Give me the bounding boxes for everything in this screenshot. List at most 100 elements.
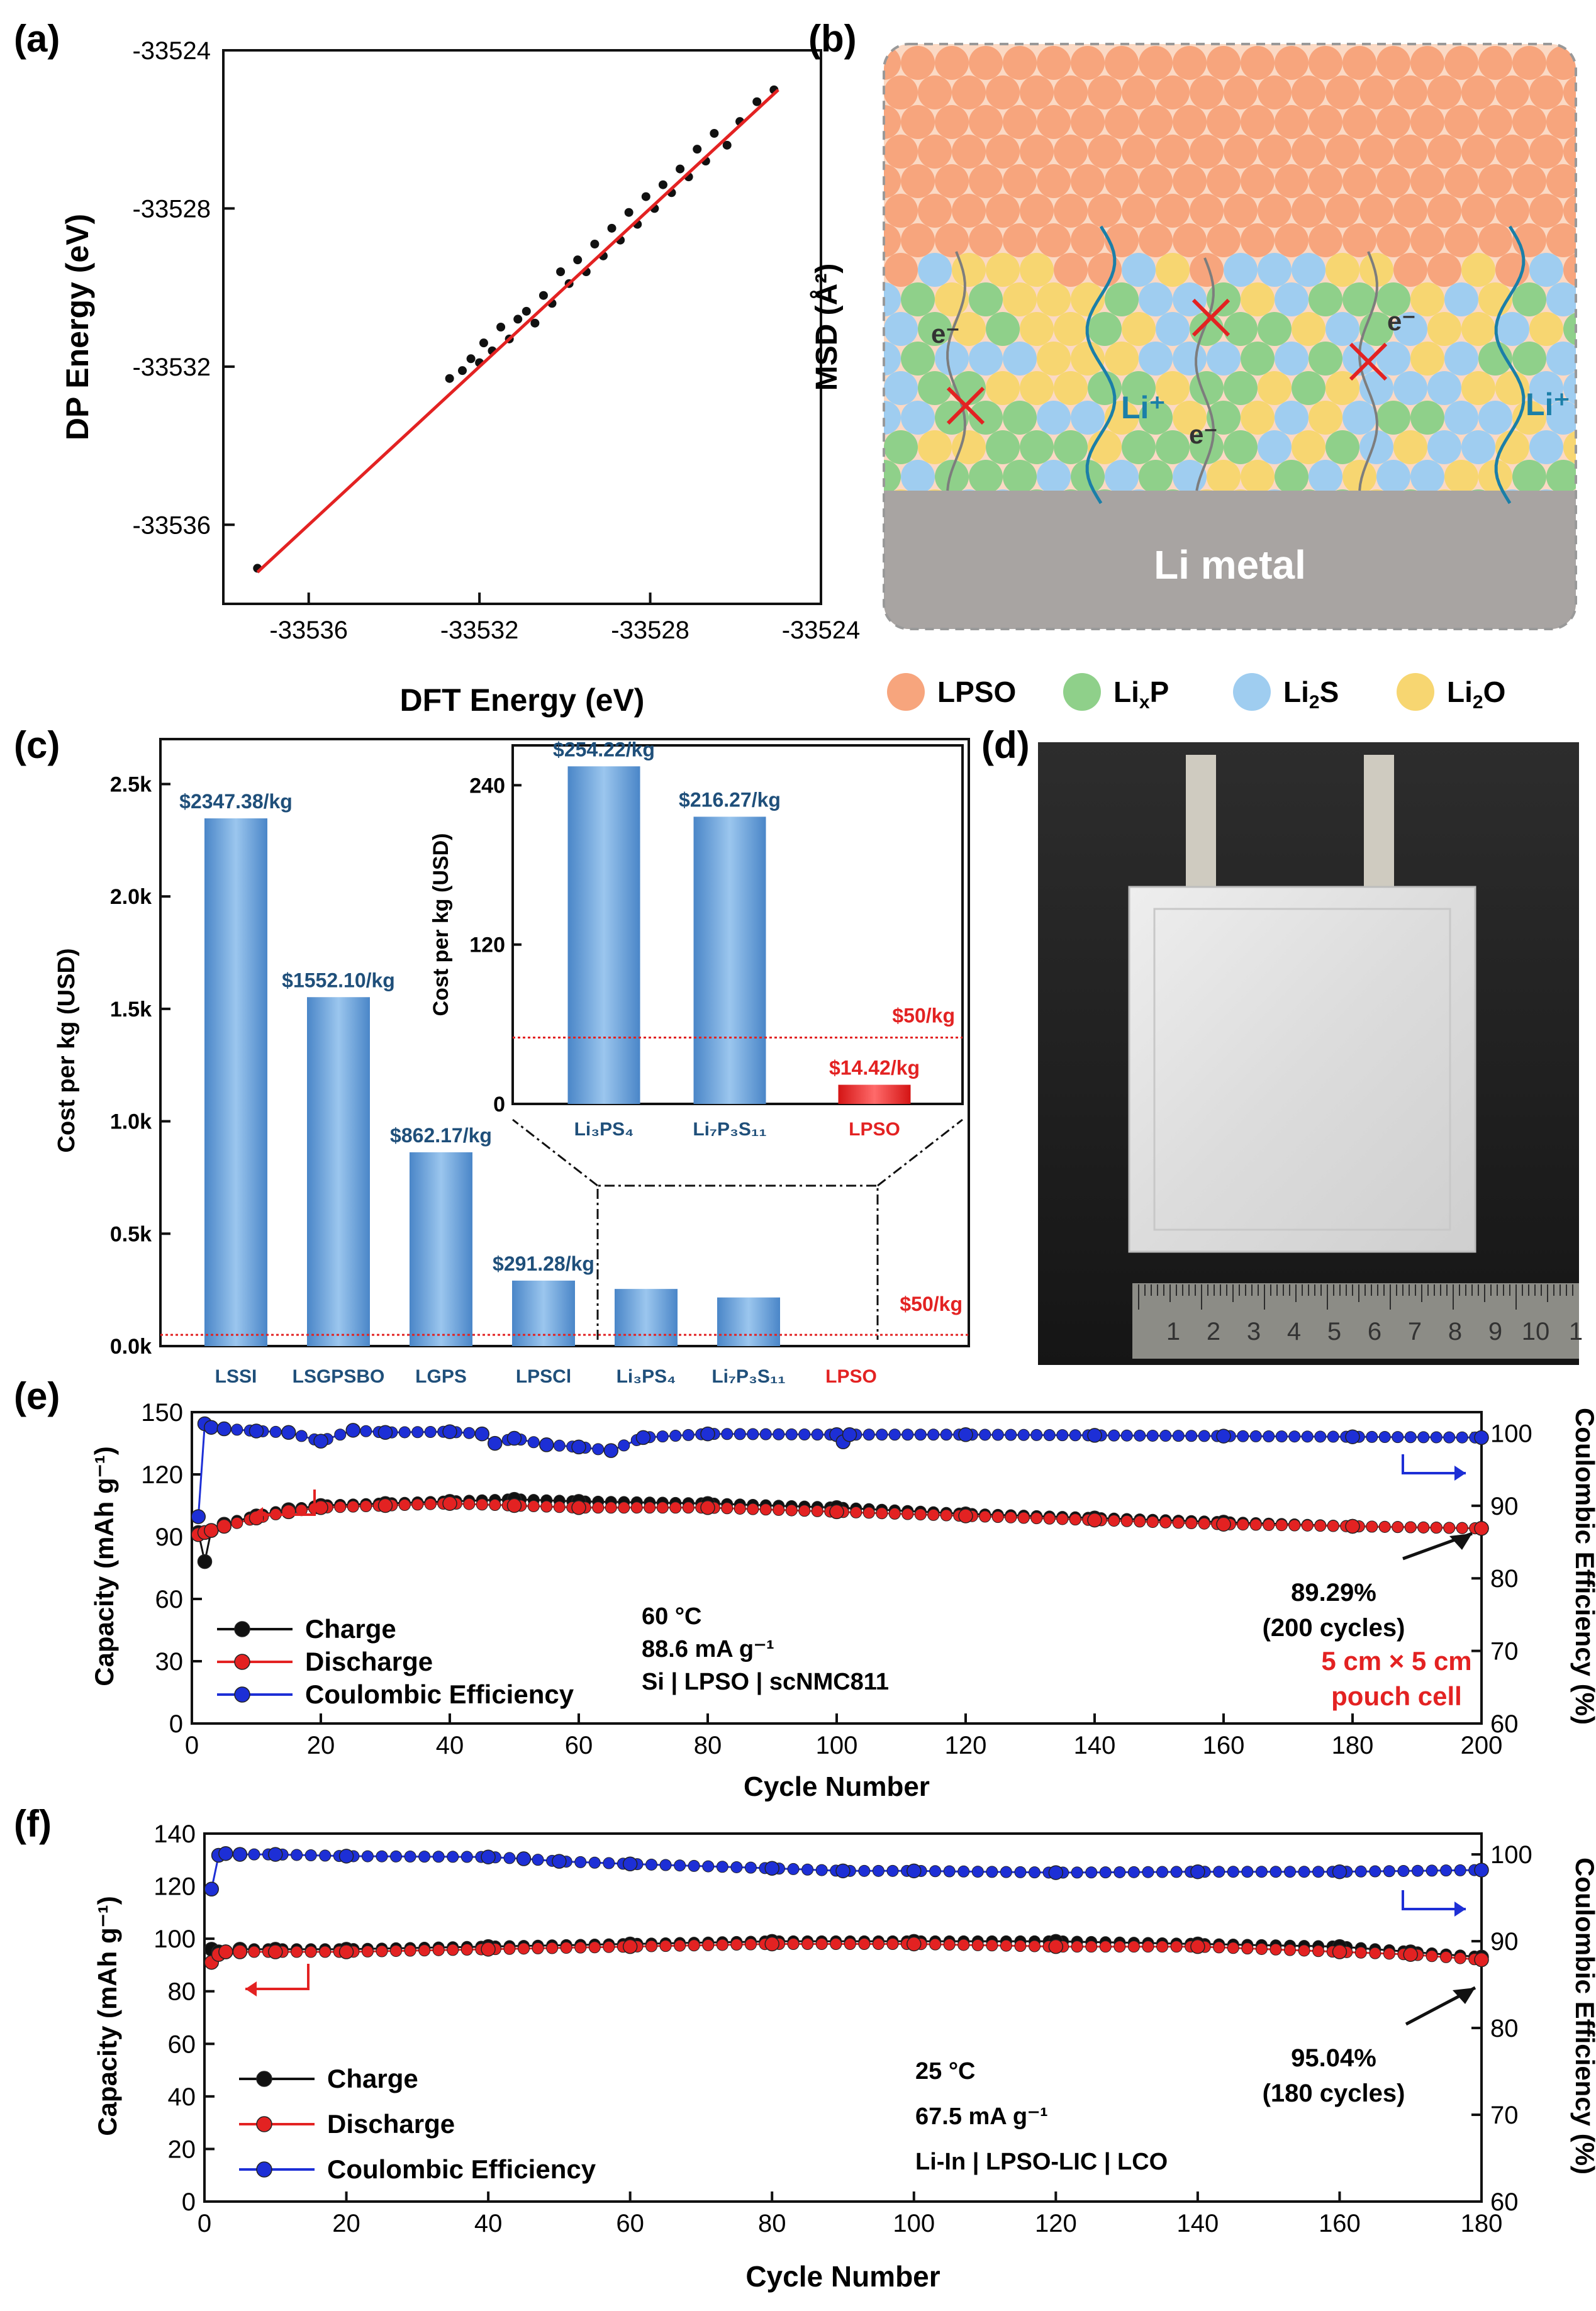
y-tick-label-c: 1.0k <box>110 1110 152 1134</box>
series-marker-coulombic-efficiency <box>1412 1864 1424 1877</box>
series-marker-coulombic-efficiency <box>811 1428 823 1441</box>
series-marker-discharge <box>1301 1519 1314 1532</box>
particle <box>1529 253 1563 287</box>
particle <box>1003 105 1037 139</box>
particle <box>1342 105 1376 139</box>
particle <box>1427 371 1461 405</box>
legend-marker-e <box>234 1686 250 1703</box>
y-tick-label-left-f: 100 <box>153 1925 196 1953</box>
series-marker-discharge <box>1430 1522 1443 1534</box>
particle <box>884 430 918 464</box>
retention-arrowhead-f <box>1453 1988 1475 2004</box>
retention-arrowhead-e <box>1449 1534 1472 1550</box>
series-marker-discharge <box>659 1940 672 1952</box>
data-point-discharge <box>1332 1944 1348 1959</box>
particle <box>1241 164 1275 198</box>
left-axis-arrow <box>252 1490 316 1516</box>
particle <box>1563 75 1576 109</box>
y-tick-label-right-f: 80 <box>1490 2015 1519 2042</box>
category-label: LPSCl <box>516 1366 571 1387</box>
particle <box>1495 430 1529 464</box>
series-marker-discharge <box>603 1941 615 1953</box>
category-label: LSSI <box>215 1366 257 1387</box>
series-marker-coulombic-efficiency <box>730 1861 743 1873</box>
series-marker-discharge <box>886 1938 899 1950</box>
legend-b: LPSO LixP Li2S Li2O <box>887 673 1505 713</box>
particle <box>884 401 901 435</box>
data-point-discharge <box>218 1944 233 1959</box>
series-marker-coulombic-efficiency <box>674 1859 686 1872</box>
particle <box>1241 282 1275 316</box>
data-point-coulombic-efficiency <box>700 1426 715 1442</box>
particle <box>1529 75 1563 109</box>
series-marker-discharge <box>1043 1512 1056 1525</box>
particle <box>986 135 1020 169</box>
series-marker-coulombic-efficiency <box>398 1426 411 1439</box>
series-marker-discharge <box>231 1517 243 1529</box>
x-tick-label-f: 40 <box>474 2210 503 2237</box>
particle <box>1088 194 1122 228</box>
y-tick-label-left-f: 40 <box>168 2083 196 2111</box>
particle <box>1342 164 1376 198</box>
series-marker-discharge <box>1241 1942 1254 1955</box>
panel-label-e: (e) <box>14 1375 60 1417</box>
series-marker-discharge <box>644 1501 656 1514</box>
particle <box>1037 342 1071 376</box>
data-point-coulombic-efficiency <box>232 1847 248 1862</box>
series-marker-coulombic-efficiency <box>1354 1865 1367 1878</box>
series-marker-coulombic-efficiency <box>603 1857 615 1869</box>
legend-label-lixp: LixP <box>1113 676 1169 713</box>
retention-text-e: 89.29% <box>1291 1579 1376 1607</box>
particle <box>1376 164 1410 198</box>
scatter-point <box>458 366 467 376</box>
particle <box>1376 46 1410 80</box>
fit-line <box>256 89 779 574</box>
retention-text-e: (200 cycles) <box>1263 1614 1405 1642</box>
particle <box>918 253 952 287</box>
particle <box>1427 135 1461 169</box>
particle <box>1105 164 1139 198</box>
series-marker-coulombic-efficiency <box>747 1428 759 1440</box>
series-marker-coulombic-efficiency <box>1213 1866 1225 1878</box>
y-tick-label-c: 2.0k <box>110 885 152 909</box>
particle <box>986 194 1020 228</box>
scatter-point <box>641 192 650 201</box>
series-marker-discharge <box>811 1505 823 1517</box>
series-marker-discharge <box>1000 1939 1012 1952</box>
series-marker-discharge <box>759 1503 772 1516</box>
series-marker-discharge <box>850 1506 862 1518</box>
condition-text-e: Si | LPSO | scNMC811 <box>642 1669 889 1695</box>
series-marker-coulombic-efficiency <box>527 1436 540 1449</box>
series-marker-discharge <box>830 1938 842 1950</box>
panel-label-c: (c) <box>14 724 60 766</box>
y-tick-label-a: -33536 <box>132 511 211 539</box>
pouch-seal <box>1153 908 1451 1231</box>
scatter-point <box>466 354 476 364</box>
particle <box>1054 75 1088 109</box>
particle <box>1427 253 1461 287</box>
series-marker-coulombic-efficiency <box>418 1851 431 1863</box>
inset-bar <box>567 766 640 1104</box>
particle <box>884 312 918 346</box>
data-point-discharge <box>571 1500 586 1515</box>
ruler-markings: 1 2 3 4 5 6 7 8 9 10 1 <box>1138 1284 1583 1345</box>
series-marker-coulombic-efficiency <box>862 1428 875 1441</box>
particle <box>1444 46 1478 80</box>
scatter-point <box>513 315 523 324</box>
series-marker-discharge <box>1369 1947 1381 1959</box>
series-marker-discharge <box>540 1500 553 1513</box>
particle <box>1003 342 1037 376</box>
particle <box>1495 75 1529 109</box>
series-marker-coulombic-efficiency <box>1417 1431 1430 1444</box>
particle <box>1224 75 1258 109</box>
particle <box>1292 194 1325 228</box>
series-marker-coulombic-efficiency <box>432 1851 445 1863</box>
series-marker-discharge <box>447 1944 459 1956</box>
y-tick-label-left-f: 60 <box>168 2030 196 2058</box>
particle <box>1224 253 1258 287</box>
particle <box>1393 75 1427 109</box>
inset-bar <box>838 1084 911 1104</box>
particle <box>1309 164 1342 198</box>
series-marker-coulombic-efficiency <box>914 1428 927 1441</box>
series-marker-coulombic-efficiency <box>1000 1866 1012 1878</box>
